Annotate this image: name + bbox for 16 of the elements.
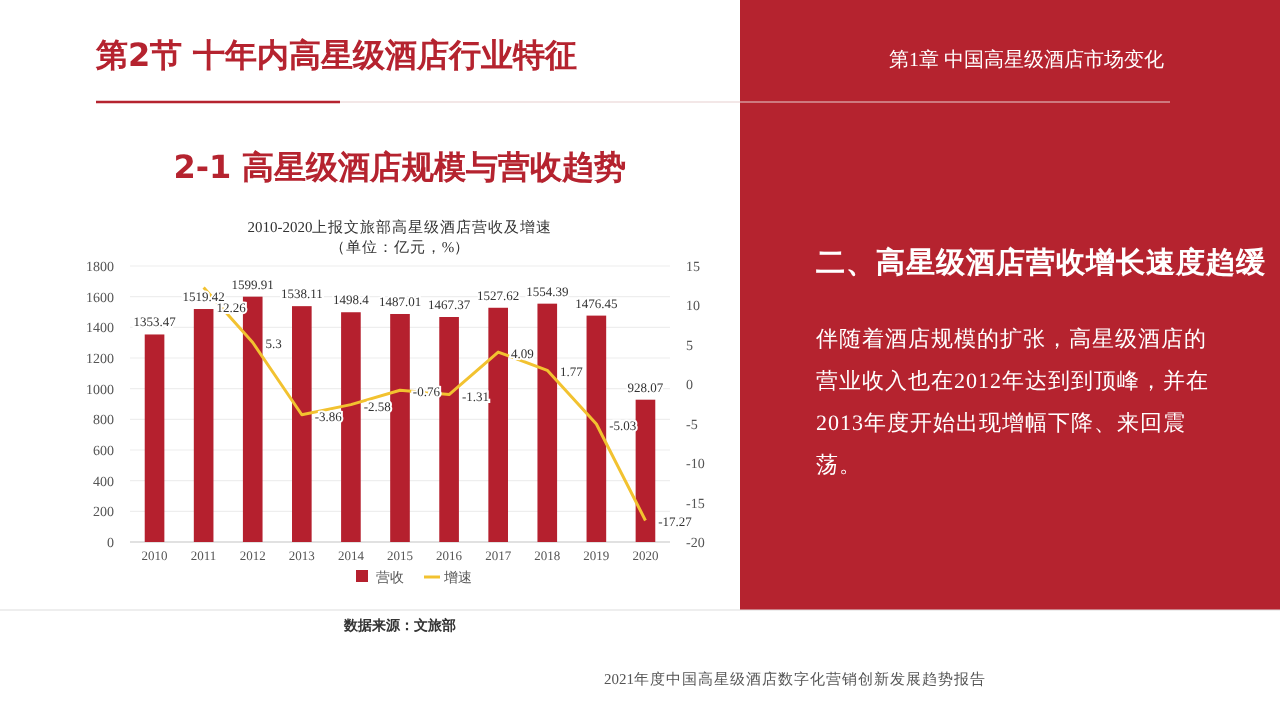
bar	[488, 307, 508, 542]
bar	[635, 399, 656, 542]
bar	[242, 296, 263, 542]
bar	[193, 309, 214, 542]
bar	[586, 315, 607, 542]
text: 第1章 中国高星级酒店市场变化	[889, 48, 1164, 72]
text: 第2节 十年内高星级酒店行业特征	[94, 36, 578, 74]
bar	[292, 306, 312, 542]
bar	[439, 317, 459, 542]
bar	[537, 303, 558, 542]
text: 二、高星级酒店营收增长速度趋缓	[816, 244, 1268, 280]
bar	[341, 312, 361, 542]
bar	[390, 313, 410, 542]
text: 2-1 高星级酒店规模与营收趋势	[173, 148, 627, 186]
bar	[144, 334, 165, 542]
text: 伴随着酒店规模的扩张，高星级酒店的营业收入也在2012年达到到顶峰，并在2013年度开始出现增幅下降、来回震荡。	[816, 325, 1211, 482]
